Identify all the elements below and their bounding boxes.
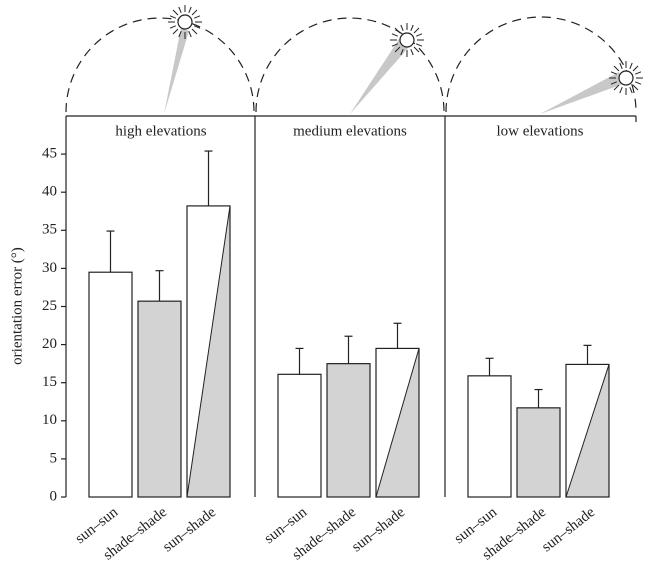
bar [277, 373, 322, 498]
bar-fill [277, 373, 322, 498]
bar [565, 363, 610, 498]
y-tick-label: 5 [50, 450, 58, 466]
error-bar [344, 335, 353, 364]
y-tick-label: 15 [42, 374, 57, 390]
bar-fill [467, 375, 512, 498]
bar [516, 407, 561, 498]
error-bar [295, 347, 304, 375]
bar-fill [137, 300, 182, 498]
bar-fill [326, 363, 371, 498]
panel-title: medium elevations [293, 123, 407, 139]
error-bar [393, 322, 402, 349]
x-tick-label: sun–shade [160, 504, 219, 555]
bar [88, 271, 133, 498]
bar-fill [88, 271, 133, 498]
y-tick-label: 35 [42, 222, 57, 238]
sun-diagrams [65, 4, 644, 114]
bar [137, 300, 182, 498]
error-bar [155, 270, 164, 302]
bar [467, 375, 512, 498]
panel-title: low elevations [496, 123, 583, 139]
bar [326, 363, 371, 498]
x-tick-label: sun–shade [349, 504, 408, 555]
bar [375, 347, 420, 498]
y-tick-label: 30 [42, 260, 57, 276]
panel-title: high elevations [115, 123, 206, 139]
y-tick-label: 0 [50, 488, 58, 504]
y-axis-label: orientation error (°) [9, 247, 25, 365]
y-tick-label: 10 [42, 412, 57, 428]
bar-fill [516, 407, 561, 498]
y-tick-label: 45 [42, 146, 57, 162]
error-bar [106, 230, 115, 273]
error-bar [485, 357, 494, 376]
y-tick-label: 20 [42, 336, 57, 352]
error-bar [583, 344, 592, 365]
error-bar [534, 388, 543, 408]
bar [186, 205, 231, 498]
y-tick-label: 25 [42, 298, 57, 314]
x-tick-label: sun–shade [539, 504, 598, 555]
y-tick-label: 40 [42, 184, 57, 200]
error-bar [204, 150, 213, 206]
